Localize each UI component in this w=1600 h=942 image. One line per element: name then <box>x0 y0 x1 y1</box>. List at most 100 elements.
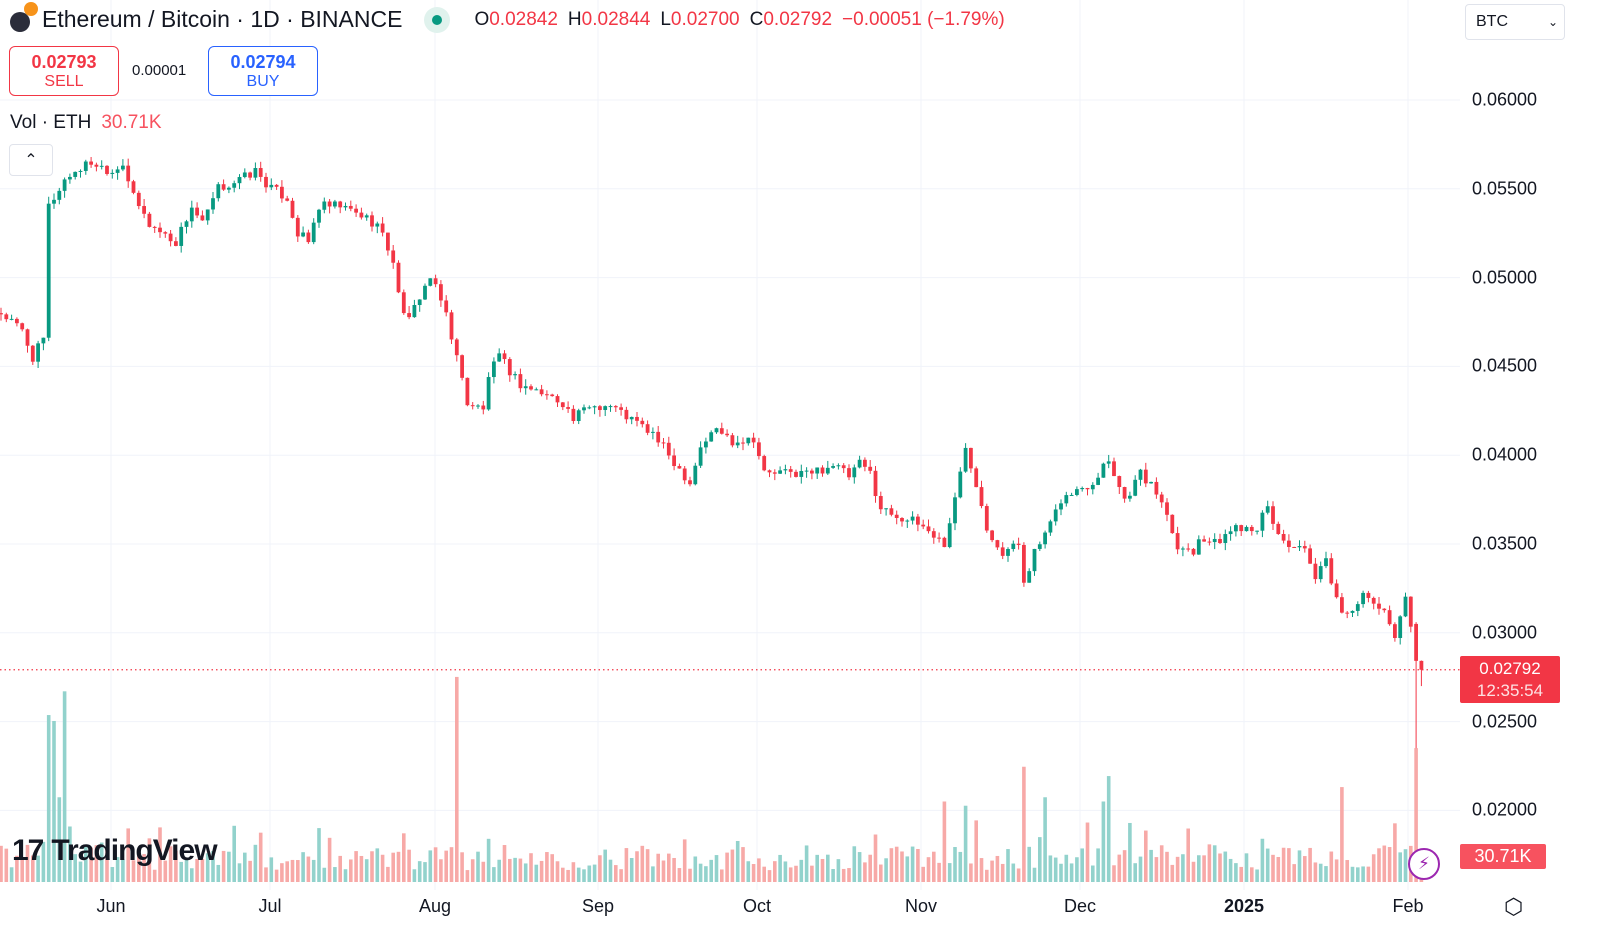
volume-bar <box>460 852 464 882</box>
volume-bar <box>757 858 761 882</box>
candle-body <box>1260 512 1265 531</box>
collapse-legend-button[interactable]: ⌃ <box>9 144 53 176</box>
candle-body <box>4 314 9 320</box>
eth-btc-logo-icon <box>10 1 38 32</box>
volume-bar <box>243 852 247 882</box>
time-tick: 2025 <box>1223 896 1265 916</box>
candle-body <box>688 480 692 485</box>
volume-legend[interactable]: Vol · ETH 30.71K <box>10 112 162 134</box>
compare-symbol-select[interactable]: BTC ⌄ <box>1465 4 1565 40</box>
tradingview-logo[interactable]: 17 TradingView <box>12 834 218 868</box>
volume-bar <box>534 864 539 882</box>
candle-body <box>1037 544 1042 549</box>
sell-button[interactable]: 0.02793 SELL <box>9 46 119 96</box>
volume-bar <box>810 865 814 882</box>
volume-bar <box>147 838 152 882</box>
volume-bar <box>1112 865 1116 882</box>
volume-bar <box>264 867 268 882</box>
volume-bar <box>465 870 470 882</box>
candle-body <box>1170 514 1175 534</box>
candle-body <box>290 200 295 218</box>
volume-bar <box>1106 776 1111 882</box>
volume-bar <box>995 855 1000 882</box>
volume-bar <box>656 853 660 882</box>
spread: 0.00001 <box>132 62 187 79</box>
candle-body <box>322 201 327 210</box>
candle-body <box>83 161 88 171</box>
candle-body <box>598 406 602 411</box>
volume-bar <box>158 827 162 882</box>
volume-bar <box>57 797 62 882</box>
volume-bar <box>831 869 835 882</box>
volume-bar <box>449 847 454 882</box>
volume-bar <box>730 849 735 882</box>
candle-body <box>592 406 597 408</box>
candle-body <box>831 466 835 468</box>
candle-body <box>926 526 931 532</box>
volume-bar <box>269 857 274 882</box>
volume-bar <box>1345 860 1349 882</box>
volume-bar <box>1085 822 1090 882</box>
candle-body <box>348 205 353 209</box>
volume-bar <box>635 851 639 882</box>
volume-bar <box>36 855 40 882</box>
volume-bar <box>905 856 910 882</box>
candle-body <box>439 284 443 301</box>
settings-icon[interactable]: ⬡ <box>1504 894 1524 919</box>
volume-bar <box>566 869 570 882</box>
volume-bar <box>894 846 899 882</box>
volume-bar <box>1197 855 1201 882</box>
candle-body <box>921 524 926 527</box>
candle-body <box>555 396 560 403</box>
candle-body <box>1308 548 1312 564</box>
low-value: 0.02700 <box>670 8 740 30</box>
volume-bar <box>778 854 782 882</box>
lightning-icon[interactable]: ⚡︎ <box>1408 848 1440 880</box>
candle-body <box>714 428 719 433</box>
volume-bar <box>773 861 777 882</box>
ohlc-values: O0.02842 H0.02844 L0.02700 C0.02792 −0.0… <box>474 9 1004 31</box>
candle-body <box>624 409 629 420</box>
candle-body <box>772 472 777 474</box>
volume-bar <box>1175 856 1180 882</box>
volume-bar <box>179 861 183 882</box>
candle-body <box>375 223 380 227</box>
volume-bar <box>1043 797 1047 882</box>
volume-bar <box>311 859 316 882</box>
buy-button[interactable]: 0.02794 BUY <box>208 46 318 96</box>
candle-body <box>110 172 115 174</box>
volume-bar <box>94 845 99 882</box>
candle-body <box>1181 548 1185 550</box>
candle-body <box>1318 566 1323 580</box>
volume-bar <box>1069 863 1074 882</box>
volume-bar <box>672 857 676 882</box>
candle-body <box>454 339 459 356</box>
volume-bar <box>1075 857 1079 882</box>
price-tick: 0.02500 <box>1472 711 1538 732</box>
candle-body <box>841 465 846 469</box>
candle-body <box>174 241 178 246</box>
volume-bar <box>439 859 443 882</box>
volume-bar <box>1048 855 1053 882</box>
candle-body <box>502 353 507 360</box>
symbol-title[interactable]: Ethereum / Bitcoin · 1D · BINANCE <box>42 6 403 32</box>
candle-body <box>1117 476 1122 488</box>
candle-body <box>1006 549 1010 556</box>
volume-bar <box>1318 863 1323 882</box>
candle-body <box>910 516 915 521</box>
close-label: C <box>749 8 764 30</box>
candle-body <box>1223 534 1228 544</box>
volume-bar <box>1366 866 1371 882</box>
volume-bar <box>232 825 236 882</box>
candle-body <box>953 497 957 524</box>
volume-bar <box>900 851 904 882</box>
volume-bar <box>863 862 867 882</box>
volume-bar <box>571 862 576 882</box>
volume-bar <box>417 861 422 882</box>
volume-bar <box>788 867 793 882</box>
candle-body <box>677 466 682 469</box>
candle-body <box>380 223 385 233</box>
volume-bar <box>497 859 501 882</box>
volume-bar <box>847 868 851 882</box>
